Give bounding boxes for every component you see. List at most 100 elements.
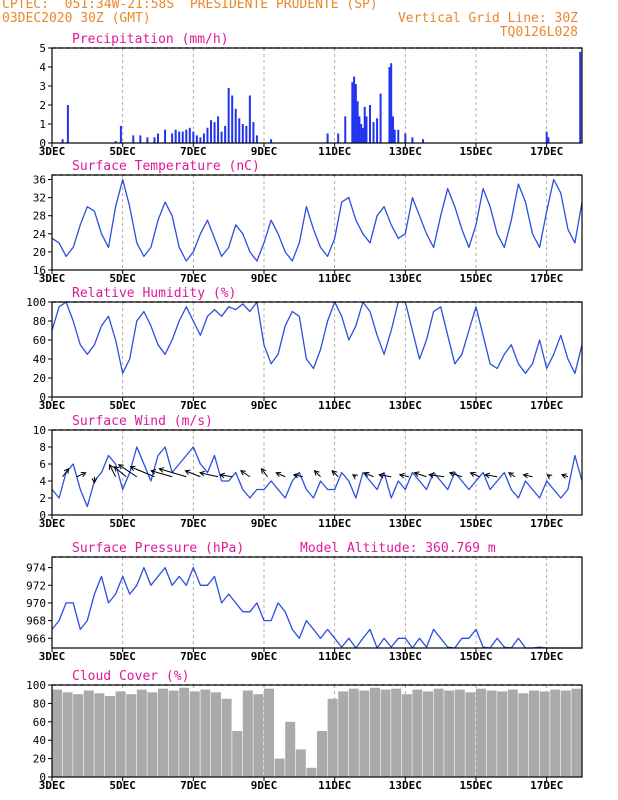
wind-vector-arrow <box>508 472 516 478</box>
wind-vector-arrow <box>449 472 463 478</box>
wind-x-tick-label: 17DEC <box>530 517 563 530</box>
humidity-y-tick-label: 20 <box>33 372 46 385</box>
wind-vector-arrow <box>113 466 127 478</box>
precipitation-bar <box>547 137 550 143</box>
precipitation-bar <box>579 51 582 143</box>
precipitation-bar <box>361 127 364 143</box>
temperature-frame <box>51 174 583 271</box>
precipitation-bar <box>393 129 396 143</box>
temperature-y-tick-label: 36 <box>33 174 46 187</box>
wind-x-tick-label: 15DEC <box>459 517 492 530</box>
humidity-y-tick-label: 0 <box>39 391 46 404</box>
cloud-cover-x-tick-label: 7DEC <box>180 779 207 792</box>
precipitation-bar <box>171 133 174 143</box>
wind-vector-arrow <box>523 474 533 478</box>
cloud-cover-bar <box>52 689 62 777</box>
cloud-cover-bar <box>391 688 402 777</box>
humidity-y-tick-label: 100 <box>26 296 46 309</box>
precipitation-bar <box>390 63 393 144</box>
cloud-cover-bar <box>73 694 84 777</box>
cloud-cover-bar <box>507 689 518 777</box>
humidity-frame <box>51 301 583 398</box>
wind-y-tick-label: 8 <box>39 441 46 454</box>
precipitation-bar <box>119 125 122 143</box>
temperature-x-tick-label: 15DEC <box>459 272 492 285</box>
precipitation-bar <box>411 137 414 143</box>
precipitation-bar <box>220 131 223 143</box>
cloud-cover-x-tick-label: 17DEC <box>530 779 563 792</box>
precipitation-bar <box>195 135 198 143</box>
humidity-series-line <box>51 301 583 374</box>
cloud-cover-frame <box>51 684 583 778</box>
humidity-y-tick-label: 60 <box>33 334 46 347</box>
cloud-cover-bar <box>221 698 232 777</box>
cloud-cover-y-tick-label: 0 <box>39 771 46 784</box>
wind-vector-arrowhead <box>351 474 358 480</box>
precipitation-bar <box>353 76 356 143</box>
precipitation-bar <box>185 129 188 143</box>
precipitation-bar <box>376 118 379 143</box>
cloud-cover-bar <box>401 694 412 777</box>
wind-y-tick-label: 0 <box>39 509 46 522</box>
temperature-x-tick-label: 17DEC <box>530 272 563 285</box>
cloud-cover-bar <box>168 690 179 777</box>
cloud-cover-bar <box>571 688 582 777</box>
wind-vector-arrow <box>199 472 219 478</box>
cloud-cover-bar <box>317 731 327 777</box>
wind-vector-arrow <box>240 470 251 478</box>
wind-vector-arrow <box>414 472 427 478</box>
wind-y-tick-label: 6 <box>39 458 46 471</box>
cloud-cover-bar <box>560 690 571 777</box>
pressure-y-tick-label: 972 <box>26 579 46 592</box>
precipitation-bar <box>326 133 329 143</box>
wind-vector-arrow <box>185 470 201 478</box>
temperature-y-tick-label: 28 <box>33 210 46 223</box>
wind-vector-arrowhead <box>546 474 553 480</box>
header-grid-note: Vertical Grid Line: 30Z <box>397 11 578 26</box>
precipitation-bar <box>114 141 117 143</box>
header-model-id: TQ0126L028 <box>499 25 578 40</box>
cloud-cover-bar <box>359 690 370 777</box>
pressure-y-tick-label: 968 <box>26 615 46 628</box>
wind-y-tick-label: 4 <box>39 475 46 488</box>
precipitation-bar <box>379 93 382 143</box>
cloud-cover-x-tick-label: 3DEC <box>39 779 66 792</box>
wind-vector-arrowhead <box>448 471 455 477</box>
precipitation-bar <box>66 105 69 143</box>
pressure-x-tick-label: 9DEC <box>251 650 278 663</box>
precipitation-bar <box>139 135 142 143</box>
cloud-cover-bar <box>539 691 550 777</box>
pressure-subtitle: Model Altitude: 360.769 m <box>300 541 496 556</box>
humidity-x-tick-label: 3DEC <box>39 399 66 412</box>
precipitation-bar <box>354 84 357 143</box>
wind-vector-arrow <box>429 474 445 478</box>
precipitation-bar <box>227 87 230 143</box>
humidity-x-tick-label: 17DEC <box>530 399 563 412</box>
wind-vector-arrow <box>485 474 498 478</box>
header-date: 03DEC2020 30Z (GMT) <box>2 11 151 26</box>
precipitation-bar <box>255 135 258 143</box>
wind-vector-arrow <box>331 470 339 478</box>
temperature-x-tick-label: 13DEC <box>389 272 422 285</box>
cloud-cover-bar <box>380 689 391 777</box>
precipitation-bar <box>241 124 244 143</box>
precipitation-bar <box>224 125 227 143</box>
precipitation-x-tick-label: 5DEC <box>109 145 136 158</box>
cloud-cover-y-tick-label: 80 <box>33 697 46 710</box>
wind-vector-arrowhead <box>507 472 514 478</box>
precipitation-x-tick-label: 3DEC <box>39 145 66 158</box>
cloud-cover-bar <box>518 693 529 777</box>
pressure-x-tick-label: 17DEC <box>530 650 563 663</box>
cloud-cover-bar <box>211 692 221 777</box>
wind-vector-arrow <box>364 472 374 478</box>
cloud-cover-y-tick-label: 20 <box>33 753 46 766</box>
wind-vector-arrowhead <box>275 471 282 478</box>
wind-vector-arrow <box>159 468 187 478</box>
precipitation-y-tick-label: 1 <box>39 118 46 131</box>
pressure-x-tick-label: 15DEC <box>459 650 492 663</box>
precipitation-x-tick-label: 15DEC <box>459 145 492 158</box>
cloud-cover-x-tick-label: 11DEC <box>318 779 351 792</box>
cloud-cover-bar <box>465 692 476 777</box>
humidity-y-tick-label: 40 <box>33 353 46 366</box>
precipitation-bar <box>422 139 424 143</box>
